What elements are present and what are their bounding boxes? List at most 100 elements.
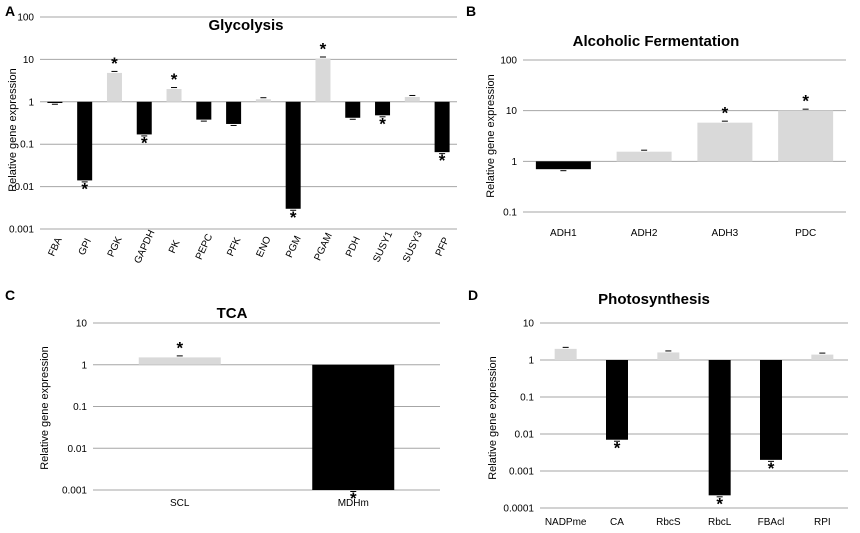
x-tick-label: SCL	[170, 498, 190, 509]
x-tick-label: MDHm	[338, 498, 369, 509]
bar-susy1	[375, 101, 391, 116]
y-tick-label: 0.001	[509, 467, 534, 478]
significance-star: *	[802, 92, 809, 111]
plot-area-b: 100 10 1 0.1 ADH1 ADH2 ADH3 * PDC *	[500, 56, 846, 239]
bar-pfp	[434, 101, 450, 153]
y-tick-label: 10	[506, 106, 518, 117]
significance-star: *	[141, 133, 148, 152]
x-tick-label: SUSY3	[401, 229, 425, 264]
y-tick-label: 0.1	[73, 402, 87, 413]
bar-eno	[255, 99, 271, 102]
y-tick-label: 0.001	[9, 225, 34, 236]
y-tick-label: 1	[28, 97, 34, 108]
y-tick-label: 0.01	[15, 182, 35, 193]
bar-adh1	[535, 161, 591, 170]
bar-pdh	[345, 101, 361, 118]
y-axis-label-c: Relative gene expression	[39, 346, 51, 470]
x-tick-label: FBA	[47, 236, 65, 259]
bar-pdc	[778, 110, 834, 162]
significance-star: *	[171, 70, 178, 89]
x-tick-label: PFK	[225, 236, 243, 259]
y-axis-label-a: Relative gene expression	[7, 68, 19, 192]
y-tick-label: 100	[500, 56, 517, 67]
panel-d: D Photosynthesis Relative gene expressio…	[468, 287, 848, 528]
y-tick-label: 1	[81, 360, 87, 371]
y-tick-label: 100	[17, 13, 34, 24]
panel-a: A Glycolysis Relative gene expression 10…	[5, 3, 457, 265]
bar-mdhm	[312, 364, 395, 490]
bar-rpi	[811, 354, 834, 360]
y-tick-label: 1	[528, 356, 534, 367]
y-tick-label: 0.01	[515, 430, 535, 441]
bar-gpi	[77, 101, 93, 181]
x-tick-label: ADH1	[550, 228, 577, 239]
chart-title-glycolysis: Glycolysis	[208, 17, 283, 34]
panel-label-b: B	[466, 3, 476, 19]
x-tick-label: GPI	[77, 237, 94, 257]
x-tick-label: PGM	[284, 234, 304, 259]
bar-ca	[606, 360, 628, 440]
significance-star: *	[320, 40, 327, 59]
panel-label-a: A	[5, 3, 15, 19]
y-tick-label: 10	[523, 319, 535, 330]
chart-title-photosynthesis: Photosynthesis	[598, 291, 710, 308]
significance-star: *	[768, 459, 775, 478]
significance-star: *	[111, 54, 118, 73]
bar-pgm	[285, 101, 301, 209]
chart-title-tca: TCA	[217, 305, 248, 322]
x-tick-label: NADPme	[545, 517, 587, 528]
y-tick-label: 0.01	[68, 444, 88, 455]
y-tick-label: 10	[23, 55, 35, 66]
x-tick-label: FBAcl	[758, 517, 785, 528]
x-tick-label: PDH	[344, 235, 363, 259]
bar-gapdh	[136, 101, 152, 135]
bar-pepc	[196, 101, 212, 120]
bar-pk	[166, 89, 182, 102]
y-axis-label-d: Relative gene expression	[487, 356, 499, 480]
y-tick-label: 0.1	[20, 140, 34, 151]
bar-pgk	[106, 72, 122, 102]
bar-pfk	[226, 101, 242, 124]
x-tick-label: PGK	[106, 235, 125, 259]
x-tick-label: PFP	[434, 236, 452, 259]
bar-nadpme	[554, 348, 577, 360]
bar-adh3	[697, 122, 753, 162]
x-tick-label: ENO	[255, 235, 274, 259]
x-tick-label: RPI	[814, 517, 831, 528]
x-tick-label: SUSY1	[371, 229, 395, 264]
bar-susy3	[404, 96, 420, 102]
bar-adh2	[616, 151, 672, 162]
bar-scl	[138, 357, 221, 365]
panel-b: B Alcoholic Fermentation Relative gene e…	[466, 3, 846, 239]
significance-star: *	[439, 151, 446, 170]
panel-c: C TCA Relative gene expression 10 1 0.1 0.0…	[5, 287, 440, 509]
x-tick-label: PK	[167, 238, 183, 255]
significance-star: *	[614, 439, 621, 458]
x-tick-label: CA	[610, 517, 624, 528]
bar-fba	[47, 101, 63, 103]
plot-area-d: 10 1 0.1 0.01 0.001 0.0001 NADPme CA * RbcS RbcL * F…	[503, 319, 848, 528]
x-tick-label: PDC	[795, 228, 816, 239]
y-tick-label: 0.001	[62, 486, 87, 497]
panel-label-c: C	[5, 287, 15, 303]
x-tick-label: GAPDH	[132, 229, 157, 266]
y-tick-label: 10	[76, 319, 88, 330]
bar-rbcl	[708, 360, 731, 496]
plot-area-a: 100 10 1 0.1 0.01 0.001 FBA GPI * PGK * GAPDH * PK * PE…	[9, 13, 457, 266]
y-axis-label-b: Relative gene expression	[485, 74, 497, 198]
bar-fbacl	[760, 360, 782, 460]
significance-star: *	[379, 114, 386, 133]
x-tick-label: PEPC	[194, 232, 215, 261]
chart-title-alcoholic-fermentation: Alcoholic Fermentation	[573, 33, 740, 50]
significance-star: *	[716, 494, 723, 513]
significance-star: *	[81, 179, 88, 198]
bar-pgam	[315, 58, 331, 102]
significance-star: *	[176, 338, 183, 357]
y-tick-label: 0.1	[503, 208, 517, 219]
significance-star: *	[722, 104, 729, 123]
x-tick-label: RbcS	[656, 517, 681, 528]
x-tick-label: ADH3	[712, 228, 739, 239]
x-tick-label: RbcL	[708, 517, 732, 528]
